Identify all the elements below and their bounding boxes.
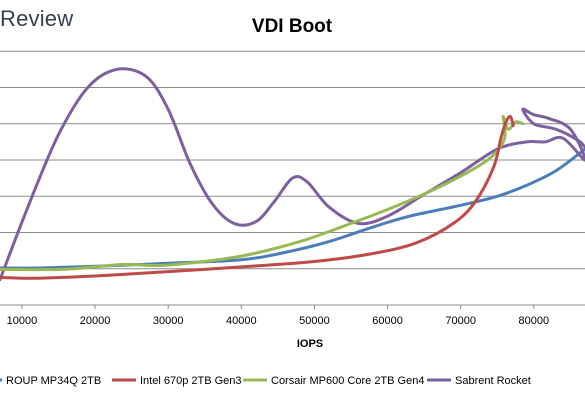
x-tick-label: 40000 [226,315,257,327]
x-axis-ticks: 10000 20000 30000 40000 50000 60000 70000 80000 [7,305,549,327]
legend-label-3: Sabrent Rocket [455,375,531,387]
x-tick-label: 60000 [372,315,403,327]
legend: ROUP MP34Q 2TB Intel 670p 2TB Gen3 Corsair… [0,375,531,387]
series-line-2 [0,114,525,272]
series-line-1 [0,114,515,280]
x-tick-label: 10000 [7,315,38,327]
x-tick-label: 20000 [80,315,111,327]
x-tick-label: 50000 [299,315,330,327]
x-tick-label: 70000 [445,315,476,327]
brand-wordmark: Review [0,6,73,31]
series-lines [0,67,585,282]
gridlines [0,50,585,306]
x-axis-label: IOPS [297,338,323,350]
x-tick-label: 30000 [153,315,184,327]
legend-label-1: Intel 670p 2TB Gen3 [140,375,242,387]
legend-label-0: ROUP MP34Q 2TB [6,375,101,387]
chart-title: VDI Boot [252,16,333,37]
legend-label-2: Corsair MP600 Core 2TB Gen4 [271,375,424,387]
x-tick-label: 80000 [519,315,550,327]
series-line-3 [0,67,585,282]
series-line-0 [0,147,585,270]
